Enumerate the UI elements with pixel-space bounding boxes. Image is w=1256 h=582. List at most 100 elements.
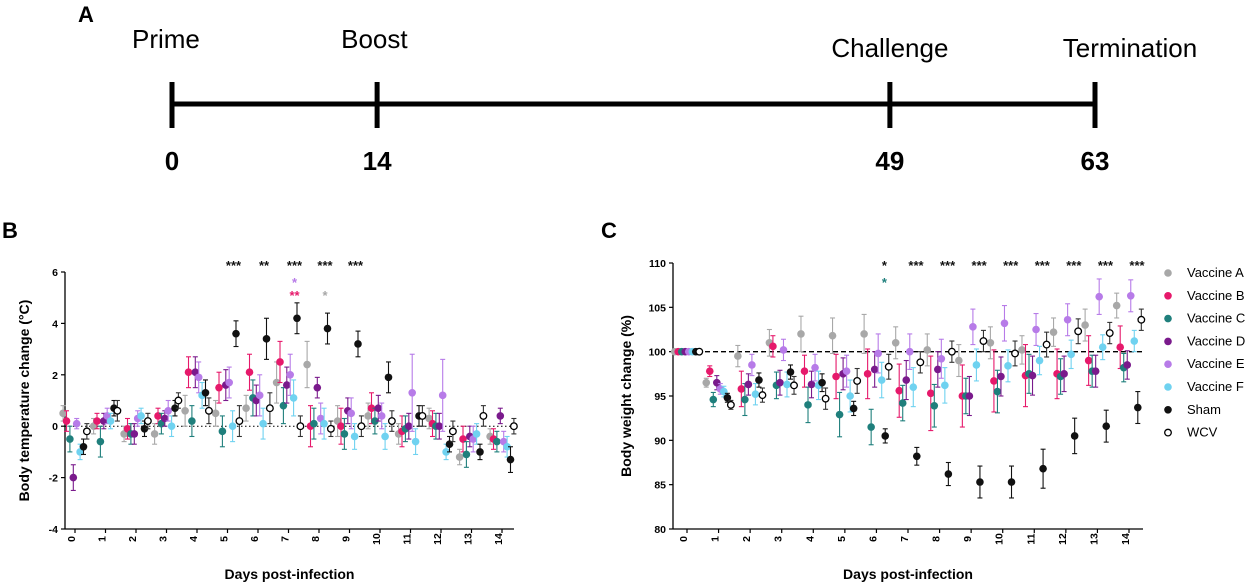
panel-b-point-sham xyxy=(354,340,362,348)
panel-b-point-wcv xyxy=(418,411,427,420)
panel-b-point-vaccine-e xyxy=(194,373,203,382)
legend-label-sham: Sham xyxy=(1187,402,1221,417)
panel-c-point-vaccine-f xyxy=(1067,350,1075,359)
panel-b-point-vaccine-b xyxy=(245,368,254,377)
panel-letter-a: A xyxy=(78,2,94,27)
panel-b-point-sham xyxy=(445,440,454,448)
panel-b-point-vaccine-f xyxy=(228,422,237,431)
panel-c-point-sham xyxy=(1039,464,1047,473)
panel-c-point-vaccine-c xyxy=(867,423,875,431)
panel-b-point-vaccine-d xyxy=(69,473,78,482)
panel-c-y-tick-label: 85 xyxy=(654,480,666,492)
panel-c-point-vaccine-f xyxy=(751,390,760,399)
panel-c-point-vaccine-f xyxy=(909,383,918,391)
panel-b-significance-marker: *** xyxy=(226,258,242,273)
panel-c-point-vaccine-b xyxy=(990,377,998,385)
panel-c-point-sham xyxy=(1133,403,1142,412)
panel-c-x-tick-label: 4 xyxy=(804,536,816,542)
panel-c-point-vaccine-b xyxy=(769,342,777,351)
panel-b-significance-marker: *** xyxy=(317,258,333,273)
panel-b-point-vaccine-c xyxy=(310,419,318,428)
panel-c-significance-marker: * xyxy=(882,258,888,273)
panel-c-point-vaccine-e xyxy=(905,347,914,356)
legend: Vaccine A Vaccine B Vaccine C Vaccine D Vacc… xyxy=(1164,265,1245,440)
panel-b-point-vaccine-f xyxy=(350,432,359,441)
panel-c-point-sham xyxy=(849,404,858,413)
panel-b-point-vaccine-c xyxy=(279,401,288,410)
panel-c-point-wcv xyxy=(821,394,830,403)
panel-b-point-sham xyxy=(232,329,240,338)
panel-c-series-sham xyxy=(691,347,1142,499)
panel-b-series-sham xyxy=(79,302,515,474)
panel-b-point-sham xyxy=(476,448,484,456)
panel-c-point-sham xyxy=(1007,478,1016,486)
panel-c-x-tick-label: 14 xyxy=(1120,533,1132,545)
legend-marker-vaccine-b xyxy=(1164,292,1172,300)
timeline-label-boost: Boost xyxy=(341,24,408,54)
panel-b-y-tick-label: -4 xyxy=(49,524,58,536)
panel-b-point-vaccine-f xyxy=(472,430,481,438)
panel-c-point-vaccine-a xyxy=(828,331,837,340)
legend-item-vaccine-b: Vaccine B xyxy=(1164,288,1245,303)
panel-c-point-vaccine-b xyxy=(926,389,935,398)
panel-b-point-vaccine-c xyxy=(218,427,227,436)
legend-label-vaccine-e: Vaccine E xyxy=(1187,356,1245,371)
panel-b-series-vaccine-d xyxy=(69,356,505,492)
panel-b-point-vaccine-d xyxy=(496,412,505,420)
panel-c-x-tick-label: 8 xyxy=(931,536,943,542)
panel-c-point-vaccine-f xyxy=(1004,362,1012,370)
panel-b-point-sham xyxy=(171,404,179,413)
timeline-label-prime: Prime xyxy=(132,24,200,54)
panel-b-point-vaccine-c xyxy=(66,435,74,443)
panel-c-point-vaccine-c xyxy=(741,395,749,404)
panel-c-x-tick-label: 13 xyxy=(1088,533,1100,545)
panel-b-point-wcv xyxy=(509,422,518,431)
panel-c-significance-marker: *** xyxy=(940,258,956,273)
panel-b-point-wcv xyxy=(448,427,457,436)
panel-b-x-tick-label: 14 xyxy=(493,533,505,545)
legend-marker-vaccine-f xyxy=(1164,383,1172,391)
panel-c-point-wcv xyxy=(1074,327,1083,336)
panel-b-point-vaccine-c xyxy=(462,450,471,459)
legend-marker-vaccine-c xyxy=(1164,314,1172,323)
panel-c-point-sham xyxy=(723,393,732,402)
panel-b-point-vaccine-a xyxy=(364,412,372,420)
panel-c-point-wcv xyxy=(947,347,956,356)
panel-c-point-vaccine-c xyxy=(930,401,939,410)
panel-c-point-vaccine-b xyxy=(832,372,840,381)
legend-item-vaccine-a: Vaccine A xyxy=(1164,265,1244,280)
panel-c-y-tick-label: 105 xyxy=(648,302,666,314)
panel-c-point-wcv xyxy=(790,381,798,390)
panel-b-point-vaccine-f xyxy=(411,437,420,446)
panel-c-point-vaccine-f xyxy=(1098,343,1107,352)
panel-b-x-tick-label: 5 xyxy=(219,536,231,542)
panel-b-x-tick-label: 11 xyxy=(402,533,414,544)
panel-b-significance-marker: * xyxy=(292,275,298,290)
panel-b-point-sham xyxy=(201,388,210,397)
panel-c-significance-marker: *** xyxy=(972,258,988,273)
panel-b-point-vaccine-f xyxy=(259,419,267,428)
panel-c-point-vaccine-d xyxy=(965,392,974,400)
panel-c-significance-marker: *** xyxy=(1066,258,1082,273)
panel-b-point-vaccine-f xyxy=(320,419,328,428)
panel-c-point-vaccine-b xyxy=(1084,356,1093,365)
legend-label-vaccine-d: Vaccine D xyxy=(1187,333,1245,348)
panel-c-point-vaccine-f xyxy=(783,380,791,389)
panel-b-point-vaccine-d xyxy=(374,404,383,413)
panel-b-point-vaccine-f xyxy=(289,394,298,402)
panel-c-point-vaccine-b xyxy=(800,367,809,375)
panel-b-point-vaccine-e xyxy=(164,406,172,415)
timeline-day-0: 0 xyxy=(165,146,179,176)
panel-b-point-vaccine-e xyxy=(347,409,355,418)
panel-b-letter: B xyxy=(2,218,18,243)
panel-b-point-vaccine-c xyxy=(340,430,349,438)
panel-c-point-wcv xyxy=(1011,349,1019,358)
panel-c-point-vaccine-a xyxy=(797,330,805,338)
panel-b-point-vaccine-d xyxy=(313,383,322,392)
panel-b-point-wcv xyxy=(174,396,183,405)
panel-b-point-sham xyxy=(79,442,88,451)
panel-b-x-tick-label: 7 xyxy=(280,536,292,542)
panel-c-x-tick-label: 7 xyxy=(899,536,911,542)
panel-c-significance-marker: *** xyxy=(1129,258,1145,273)
